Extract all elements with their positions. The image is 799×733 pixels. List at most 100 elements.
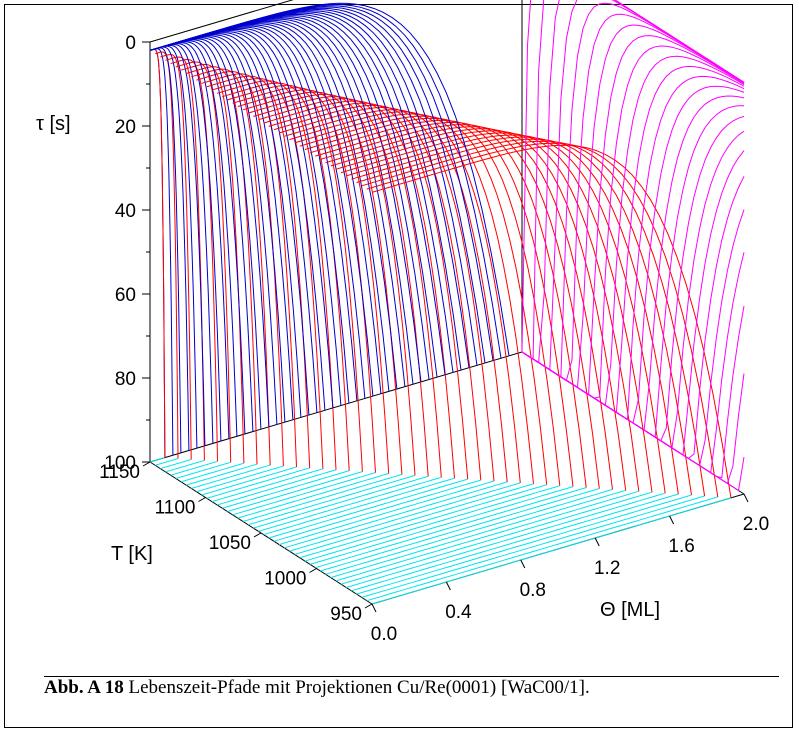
- T-theta-projection-curve: [356, 494, 692, 595]
- lifetime-path-curve: [175, 61, 232, 463]
- T-tick-label: 1000: [264, 569, 306, 590]
- lifetime-path-curve: [356, 138, 692, 496]
- theta-tick-mark: [669, 515, 675, 525]
- T-theta-projection-curve: [361, 495, 705, 598]
- T-theta-projection-curve: [351, 493, 679, 592]
- tau-tick-label: 60: [115, 285, 136, 306]
- caption-text: Lebenszeit-Pfade mit Projektionen Cu/Re(…: [123, 677, 590, 698]
- lifetime-path-curve: [268, 102, 469, 480]
- T-theta-projection-curve: [273, 479, 481, 542]
- tau-T-projection-curve: [521, 130, 745, 449]
- T-theta-projection-curve: [304, 485, 560, 562]
- T-theta-projection-curve: [232, 472, 376, 516]
- theta-tick-mark: [371, 603, 377, 613]
- T-theta-projection-curve: [170, 460, 218, 476]
- T-theta-projection-curve: [160, 459, 192, 470]
- T-tick-mark: [364, 603, 373, 609]
- theta-tick-label: 1.2: [594, 558, 620, 579]
- lifetime-path-curve: [196, 70, 284, 467]
- theta-tick-label: 0.0: [371, 624, 397, 645]
- T-tick-mark: [309, 568, 317, 573]
- T-tick-label: 1150: [99, 462, 140, 483]
- theta-tick-label: 1.6: [668, 536, 694, 557]
- T-theta-projection-curve: [201, 466, 297, 496]
- box-edge-top-back: [149, 0, 294, 43]
- theta-axis-label: Θ [ML]: [600, 599, 660, 621]
- tau-theta-projection-curve: [149, 46, 190, 451]
- lifetime-path-curve: [170, 58, 218, 462]
- T-theta-projection-curve: [299, 484, 547, 559]
- T-theta-projection-curve: [309, 486, 574, 565]
- tau-tick-label: 20: [115, 117, 136, 138]
- tau-theta-projection-curve: [149, 48, 166, 458]
- lifetime-path-curve: [263, 100, 455, 479]
- tau-theta-projection-curve: [149, 2, 510, 356]
- box-edge-floor-back: [149, 351, 523, 463]
- lifetime-path-curve: [335, 130, 640, 492]
- tau-theta-projection-curve: [149, 37, 270, 427]
- T-theta-projection-curve: [263, 477, 455, 536]
- caption-label: Abb. A 18: [44, 677, 124, 698]
- tau-T-projection-curve: [521, 45, 745, 399]
- lifetime-path-curve: [278, 106, 495, 482]
- T-theta-projection-curve: [191, 464, 271, 489]
- theta-tick-mark: [743, 493, 749, 503]
- lifetime-path-curve: [206, 75, 311, 468]
- lifetime-path-curve: [294, 113, 534, 484]
- tau-T-projection-curve: [521, 115, 745, 442]
- T-theta-projection-curve: [330, 489, 626, 579]
- T-theta-projection-curve: [196, 465, 284, 493]
- lifetime-path-curve: [289, 111, 521, 483]
- T-axis-label: T [K]: [111, 543, 153, 565]
- T-theta-projection-curve: [268, 478, 468, 539]
- T-theta-projection-curve: [315, 487, 587, 569]
- lifetime-path-curve: [320, 124, 600, 489]
- tau-tick-label: 100: [104, 453, 136, 474]
- lifetime-path-curve: [304, 117, 561, 486]
- lifetime-path-curve: [325, 126, 613, 490]
- lifetime-path-curve: [242, 91, 403, 475]
- tau-tick-label: 80: [115, 369, 136, 390]
- T-theta-projection-curve: [247, 474, 416, 526]
- theta-tick-label: 0.8: [520, 580, 546, 601]
- T-theta-projection-curve: [149, 457, 166, 463]
- lifetime-path-curve: [165, 56, 205, 461]
- lifetime-path-curve: [253, 96, 429, 477]
- theta-tick-label: 2.0: [743, 514, 769, 535]
- T-theta-projection-curve: [325, 488, 613, 575]
- lifetime-path-curve: [315, 121, 587, 488]
- lifetime-path-curve: [346, 134, 666, 494]
- tau-T-projection-curve: [521, 85, 745, 424]
- lifetime-path-curve: [371, 144, 732, 498]
- lifetime-path-curve: [232, 87, 376, 473]
- tau-T-projection-curve: [521, 35, 745, 396]
- tau-T-projection-curve: [521, 351, 745, 492]
- T-theta-projection-curve: [242, 473, 403, 522]
- T-theta-projection-curve: [278, 480, 495, 546]
- theta-tick-mark: [520, 559, 526, 569]
- lifetime-path-curve: [361, 140, 706, 497]
- T-theta-projection-curve: [175, 461, 231, 479]
- tau-tick-label: 40: [115, 201, 136, 222]
- lifetime-path-curve: [216, 80, 337, 470]
- lifetime-path-curve: [340, 132, 653, 493]
- T-tick-mark: [198, 497, 206, 502]
- T-theta-projection-curve: [206, 467, 310, 499]
- lifetime-path-curve: [284, 109, 508, 482]
- lifetime-path-curve: [330, 128, 627, 491]
- lifetime-path-curve: [258, 98, 442, 478]
- lifetime-path-curve: [299, 115, 548, 485]
- curves-layer: [149, 0, 745, 605]
- lifetime-path-curve: [222, 82, 350, 471]
- T-theta-projection-curve: [253, 475, 429, 529]
- theta-tick-mark: [594, 537, 600, 547]
- tau-theta-projection-curve: [149, 42, 230, 439]
- T-theta-projection-curve: [185, 463, 258, 486]
- T-tick-mark: [142, 461, 151, 467]
- tau-theta-projection-curve: [149, 16, 422, 382]
- T-theta-projection-curve: [211, 468, 324, 503]
- T-tick-label: 1050: [209, 533, 251, 554]
- T-theta-projection-curve: [165, 459, 205, 473]
